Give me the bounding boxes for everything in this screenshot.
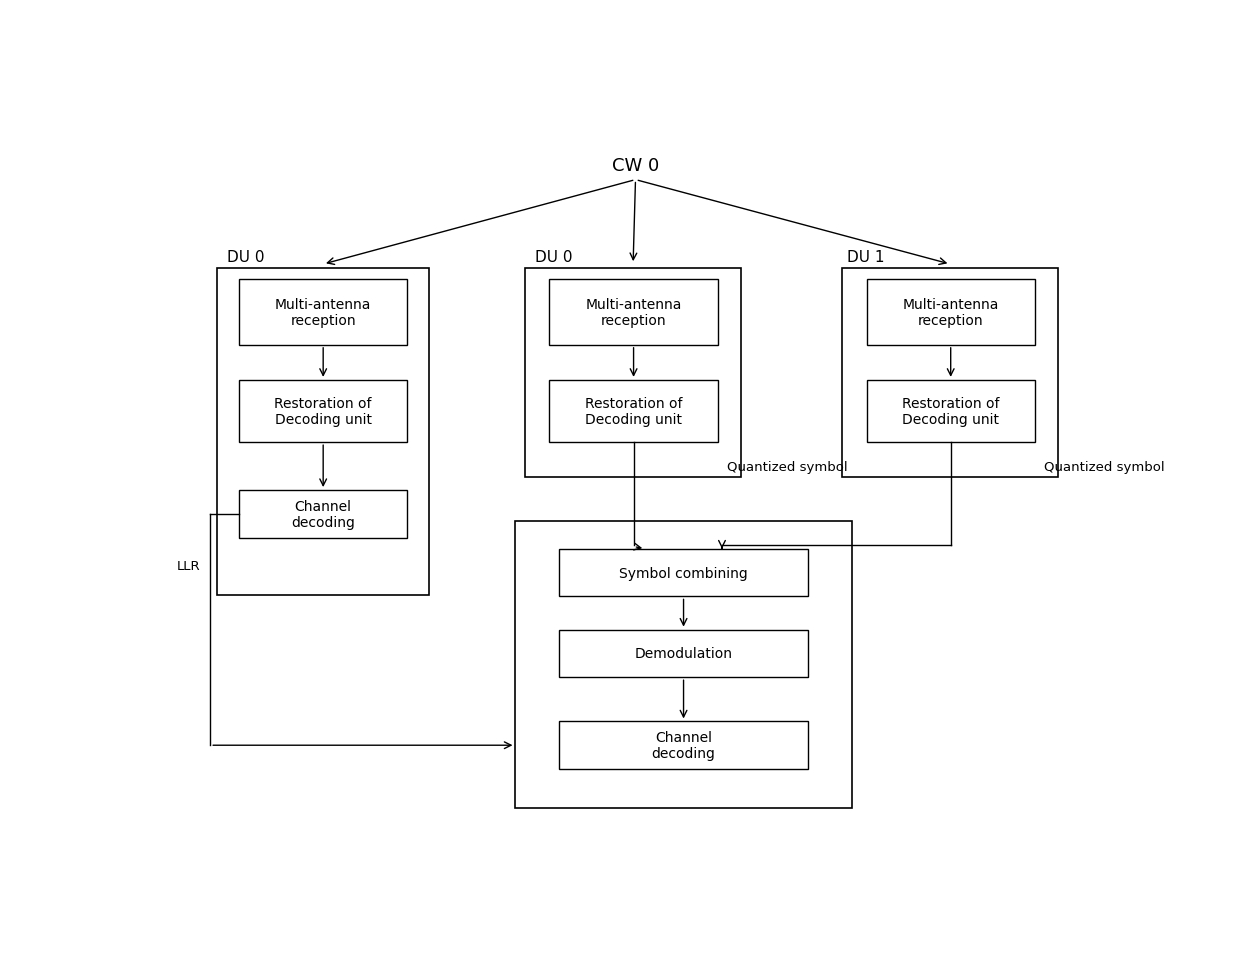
Text: Restoration of
Decoding unit: Restoration of Decoding unit <box>585 396 682 427</box>
Bar <box>559 630 808 678</box>
Text: DU 0: DU 0 <box>534 250 572 265</box>
Bar <box>549 380 718 443</box>
Text: Channel
decoding: Channel decoding <box>651 730 715 760</box>
Bar <box>867 380 1035 443</box>
Bar <box>559 721 808 769</box>
Text: Channel
decoding: Channel decoding <box>291 499 355 529</box>
Bar <box>239 279 407 346</box>
Bar <box>525 269 742 477</box>
Text: LLR: LLR <box>177 559 201 572</box>
Bar <box>559 549 808 597</box>
Text: Restoration of
Decoding unit: Restoration of Decoding unit <box>901 396 999 427</box>
Text: DU 0: DU 0 <box>227 250 264 265</box>
Text: Multi-antenna
reception: Multi-antenna reception <box>275 297 371 328</box>
Text: Multi-antenna
reception: Multi-antenna reception <box>585 297 682 328</box>
Bar <box>239 491 407 538</box>
Bar <box>842 269 1058 477</box>
Bar <box>239 380 407 443</box>
Bar <box>549 279 718 346</box>
Bar <box>867 279 1035 346</box>
Text: Quantized symbol: Quantized symbol <box>1044 460 1166 473</box>
Text: CW 0: CW 0 <box>611 156 660 174</box>
Bar <box>516 521 852 808</box>
Text: Symbol combining: Symbol combining <box>619 566 748 580</box>
Bar <box>217 269 429 595</box>
Text: Multi-antenna
reception: Multi-antenna reception <box>903 297 999 328</box>
Text: Demodulation: Demodulation <box>635 647 733 660</box>
Text: DU 1: DU 1 <box>847 250 884 265</box>
Text: Restoration of
Decoding unit: Restoration of Decoding unit <box>274 396 372 427</box>
Text: Quantized symbol: Quantized symbol <box>728 460 848 473</box>
